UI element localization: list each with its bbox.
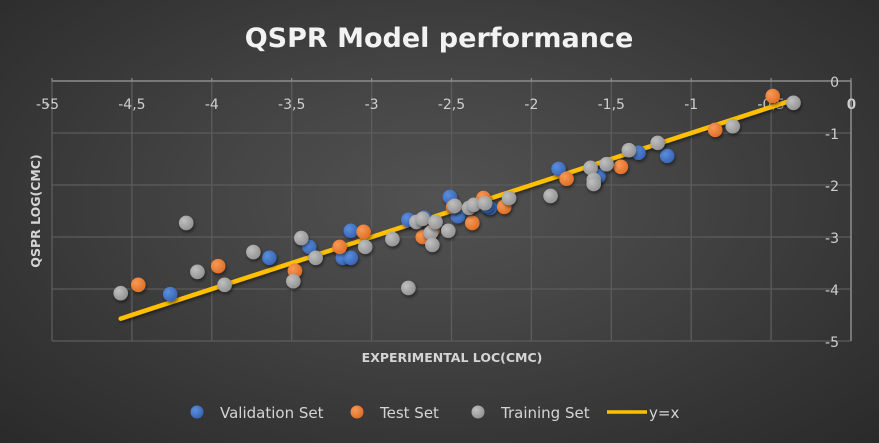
right-axis-label: 0 [848, 97, 857, 113]
data-point [162, 286, 178, 302]
legend-marker-training [471, 405, 485, 419]
data-point [428, 214, 443, 230]
data-point [210, 258, 226, 274]
series-markers [113, 88, 801, 302]
y-tick-label: 0 [830, 75, 839, 91]
y-tick-labels: 0-1-2-3-4-5-5 [36, 75, 839, 351]
data-point [659, 148, 675, 164]
legend-label-training: Training Set [500, 404, 590, 422]
x-tick-labels: -5-4,5-4-3,5-3-2,5-2-1,5-1-0,500 [45, 97, 856, 113]
data-point [599, 156, 614, 172]
y-axis-title: QSPR LOG(CMC) [28, 154, 43, 267]
data-point [765, 88, 780, 104]
data-point [190, 264, 205, 280]
data-point [621, 142, 637, 158]
series-test-set [130, 88, 780, 293]
series-training-set [113, 95, 801, 301]
y-tick-label: -2 [825, 179, 839, 195]
x-tick-label: -4 [205, 97, 219, 113]
data-point [725, 118, 741, 134]
x-tick-label: -1,5 [598, 97, 625, 113]
data-point [583, 160, 598, 176]
legend-item-y-equals-x[interactable]: y=x [607, 404, 679, 422]
legend-item-test[interactable]: Test Set [350, 404, 440, 422]
data-point [262, 250, 277, 266]
legend-label-y-equals-x: y=x [649, 404, 679, 422]
data-point [385, 231, 400, 247]
data-point [130, 277, 146, 293]
data-point [477, 195, 493, 211]
x-tick-label: -5 [45, 97, 59, 113]
data-point [178, 215, 194, 231]
data-point [543, 188, 558, 204]
data-point [113, 285, 129, 301]
data-point [401, 280, 416, 296]
y-tick-label: -3 [825, 231, 839, 247]
data-point [415, 211, 431, 227]
data-point [425, 237, 440, 253]
data-point [707, 122, 723, 138]
legend: Validation Set Test Set Training Set y=x [190, 404, 679, 422]
data-point [464, 215, 480, 231]
x-tick-label: -3,5 [278, 97, 305, 113]
data-point [466, 197, 482, 213]
legend-marker-validation [190, 405, 204, 419]
data-point [501, 190, 517, 206]
data-point [217, 277, 232, 293]
x-tick-label: -2,5 [438, 97, 465, 113]
y-tick-label: -4 [825, 283, 839, 299]
y-tick-label: -5 [825, 335, 839, 351]
chart-title: QSPR Model performance [245, 23, 634, 54]
x-tick-label: -4,5 [118, 97, 145, 113]
legend-label-test: Test Set [379, 404, 439, 422]
data-point [551, 161, 566, 177]
data-point [423, 225, 439, 241]
axes [51, 78, 852, 341]
data-point [441, 223, 456, 239]
data-point [343, 223, 359, 239]
legend-marker-test [350, 405, 364, 419]
data-point [293, 230, 309, 246]
x-axis-title: EXPERIMENTAL LOC(CMC) [362, 350, 543, 365]
data-point [308, 250, 323, 266]
x-tick-label: -3 [365, 97, 379, 113]
legend-item-training[interactable]: Training Set [471, 404, 590, 422]
data-point [246, 244, 261, 260]
x-tick-label: -2 [524, 97, 538, 113]
x-tick-label: 0 [847, 97, 856, 113]
x-tick-label: -1 [684, 97, 698, 113]
data-point [650, 135, 665, 151]
legend-item-validation[interactable]: Validation Set [190, 404, 324, 422]
data-point [343, 250, 359, 266]
left-axis-label: -5 [36, 97, 50, 113]
data-point [613, 159, 629, 175]
data-point [786, 95, 801, 111]
data-point [285, 273, 301, 289]
data-point [357, 239, 373, 255]
data-point [356, 224, 371, 240]
data-point [447, 198, 462, 214]
legend-label-validation: Validation Set [220, 404, 324, 422]
data-point [559, 171, 574, 187]
y-tick-label: -1 [825, 127, 839, 143]
data-point [586, 176, 602, 192]
data-point [332, 239, 347, 255]
